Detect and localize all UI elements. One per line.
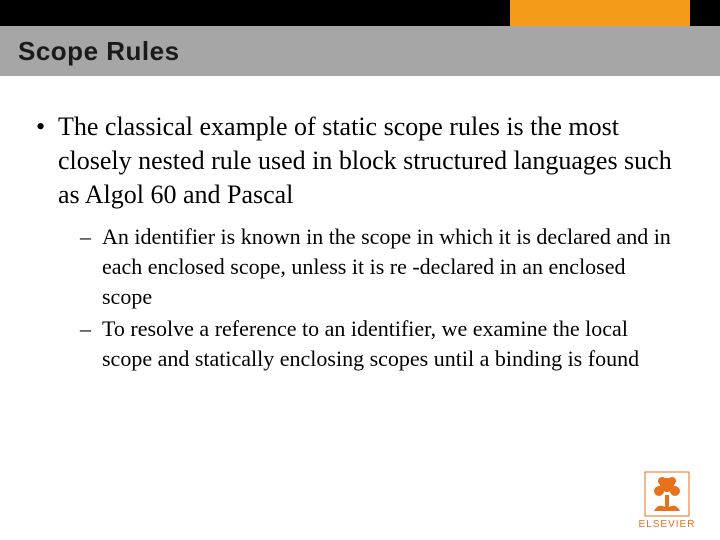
bullet-text: The classical example of static scope ru… <box>58 110 680 212</box>
sub-item: – To resolve a reference to an identifie… <box>80 314 680 374</box>
title-bar: Scope Rules <box>0 26 720 76</box>
elsevier-tree-icon <box>644 471 690 517</box>
bullet-item: • The classical example of static scope … <box>30 110 680 212</box>
sub-marker: – <box>80 314 102 344</box>
sub-text: An identifier is known in the scope in w… <box>102 222 680 312</box>
sub-marker: – <box>80 222 102 252</box>
publisher-logo: ELSEVIER <box>632 471 702 530</box>
publisher-name: ELSEVIER <box>632 519 702 530</box>
bullet-marker: • <box>30 110 58 144</box>
sub-item: – An identifier is known in the scope in… <box>80 222 680 312</box>
slide-title: Scope Rules <box>18 36 180 67</box>
content-area: • The classical example of static scope … <box>30 110 680 376</box>
sub-text: To resolve a reference to an identifier,… <box>102 314 680 374</box>
sub-list: – An identifier is known in the scope in… <box>80 222 680 374</box>
